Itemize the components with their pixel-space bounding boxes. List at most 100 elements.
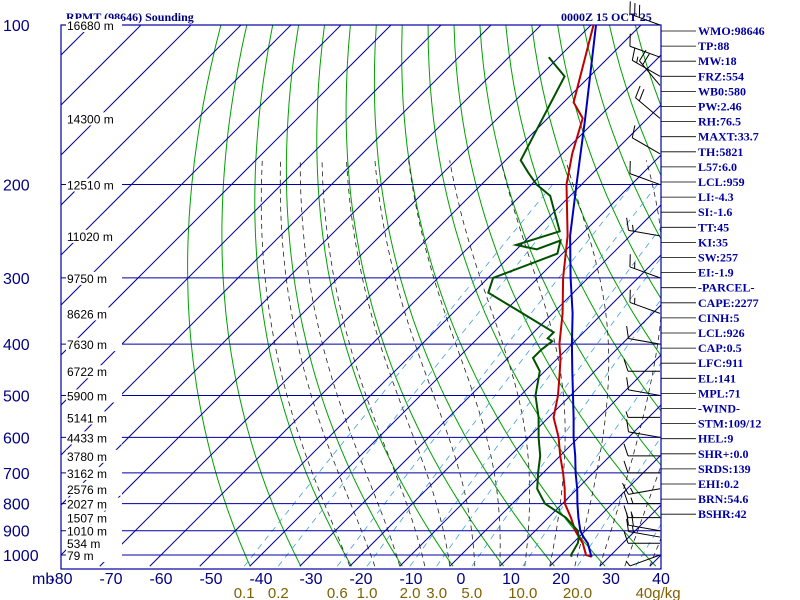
- stability-index: CAP:0.5: [698, 341, 742, 355]
- height-label: 16680 m: [67, 19, 114, 33]
- wind-barb-staff: [629, 554, 661, 567]
- isotherm-line: [61, 25, 442, 406]
- plot-frame: [60, 24, 662, 570]
- isotherm-line: [299, 204, 661, 567]
- sounding-traces: [487, 25, 597, 558]
- mixing-ratio-tick-label: 3.0: [426, 585, 447, 600]
- wind-barb-staff: [628, 389, 661, 396]
- wind-barb-flag: [642, 53, 650, 65]
- isotherm-line: [149, 54, 661, 567]
- moist-adiabat-line: [565, 160, 610, 567]
- wind-barb-staff: [629, 173, 661, 186]
- stability-index: CAPE:2277: [698, 296, 759, 310]
- moist-adiabat-line: [599, 160, 661, 567]
- isotherm-line: [249, 154, 661, 567]
- wind-barb-flag: [623, 460, 629, 474]
- wind-barb-staff: [628, 531, 661, 538]
- dewpoint-trace: [487, 56, 580, 558]
- mixing-ratio-tick-label: 20.0: [563, 585, 592, 600]
- height-label: 2576 m: [67, 483, 107, 497]
- height-label-bg: [66, 229, 122, 243]
- height-label-bg: [66, 271, 122, 285]
- wind-barb-staff: [628, 338, 661, 345]
- wind-barb-flag: [626, 419, 629, 432]
- stability-index: LFC:911: [698, 356, 743, 370]
- pressure-tick-label: 300: [3, 271, 30, 288]
- isotherm-line: [449, 354, 661, 567]
- wind-barb-half-flag: [630, 497, 634, 504]
- wind-barb-staff: [635, 97, 661, 119]
- mixing-ratio-tick-label: 40g/kg: [636, 585, 681, 600]
- wind-barb-half-flag: [636, 56, 639, 63]
- temperature-tick-label: 40: [652, 571, 670, 588]
- stability-index: SW:257: [698, 251, 738, 265]
- moist-adiabat-line: [299, 160, 401, 567]
- mixing-ratio-tick-label: 0.1: [234, 585, 255, 600]
- moist-adiabat-line: [374, 160, 476, 567]
- mixing-ratio-line: [471, 298, 661, 567]
- pressure-tick-label: 200: [3, 178, 30, 195]
- height-label: 1507 m: [67, 512, 107, 526]
- stability-index: -PARCEL-: [698, 281, 754, 295]
- stability-index: EL:141: [698, 371, 736, 385]
- dry-adiabat-line: [427, 25, 657, 567]
- temperature-trace: [552, 25, 595, 558]
- height-label-bg: [66, 449, 122, 463]
- temperature-tick-label: 30: [602, 571, 620, 588]
- height-label: 14300 m: [67, 112, 114, 126]
- dry-adiabat-line: [285, 25, 403, 567]
- temperature-tick-label: 10: [502, 571, 520, 588]
- temperature-tick-label: -70: [99, 571, 122, 588]
- mixing-ratio-tick-label: 0.2: [268, 585, 289, 600]
- isotherm-line: [199, 104, 661, 567]
- wind-barb-flag: [638, 89, 645, 102]
- wind-barb-staff: [629, 266, 661, 279]
- temperature-tick-label: -20: [349, 571, 372, 588]
- wind-barb-flag: [626, 518, 629, 532]
- temperature-tick-label: -80: [49, 571, 72, 588]
- stability-index: TT:45: [698, 220, 729, 234]
- dry-adiabat-line: [345, 25, 505, 567]
- height-label-bg: [66, 178, 122, 192]
- stability-index: LCL:926: [698, 326, 745, 340]
- stability-index: MW:18: [698, 54, 737, 68]
- mixing-ratio-tick-label: 0.6: [327, 585, 348, 600]
- wind-barb-half-flag: [631, 526, 634, 533]
- height-label: 3162 m: [67, 467, 107, 481]
- stability-index: BRN:54.6: [698, 492, 748, 506]
- wind-barb-flag: [623, 531, 629, 544]
- dry-adiabat-line: [187, 25, 251, 567]
- temperature-tick-label: -10: [399, 571, 422, 588]
- stability-index: MAXT:33.7: [698, 130, 759, 144]
- mixing-ratio-lines: [61, 25, 661, 567]
- moist-adiabat-line: [346, 160, 451, 567]
- pressure-tick-label: 900: [3, 524, 30, 541]
- isotherm-line: [499, 404, 661, 567]
- wind-barb-staff: [628, 229, 661, 237]
- mixing-ratio-line: [409, 226, 661, 567]
- wind-barb-staff: [628, 488, 661, 495]
- wind-barb-half-flag: [625, 560, 631, 567]
- wind-barb-staff: [628, 524, 661, 532]
- moist-adiabat-line: [279, 160, 376, 567]
- height-label: 12510 m: [67, 179, 114, 193]
- wind-barb-half-flag: [629, 487, 634, 494]
- wind-barb-flag: [623, 505, 629, 518]
- wind-barb-half-flag: [630, 511, 634, 518]
- wind-barb-flag: [623, 443, 629, 457]
- temperature-tick-label: -30: [299, 571, 322, 588]
- height-label-bg: [66, 466, 122, 480]
- stability-index: -WIND-: [698, 402, 740, 416]
- stability-index: SI:-1.6: [698, 205, 732, 219]
- height-label-bg: [66, 431, 122, 445]
- temperature-tick-label: -40: [249, 571, 272, 588]
- wind-barb-staff: [632, 59, 661, 77]
- wind-barb-flag: [626, 377, 629, 390]
- height-label: 8626 m: [67, 307, 107, 321]
- height-label-bg: [66, 307, 122, 321]
- wind-barbs: [622, 1, 661, 567]
- height-label-bg: [66, 511, 122, 525]
- pressure-tick-label: 700: [3, 466, 30, 483]
